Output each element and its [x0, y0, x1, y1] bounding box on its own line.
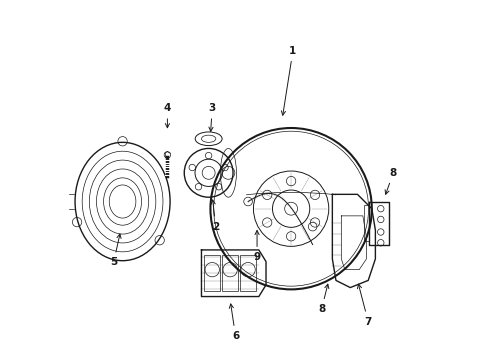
- Text: 7: 7: [357, 284, 371, 327]
- Text: 5: 5: [110, 234, 121, 267]
- Text: 8: 8: [317, 284, 328, 314]
- Text: 4: 4: [163, 103, 171, 128]
- Text: 6: 6: [229, 304, 239, 341]
- Text: 1: 1: [281, 46, 296, 115]
- Text: 8: 8: [385, 168, 396, 194]
- Text: 2: 2: [211, 200, 219, 231]
- Text: 3: 3: [208, 103, 215, 131]
- Text: 9: 9: [253, 230, 260, 262]
